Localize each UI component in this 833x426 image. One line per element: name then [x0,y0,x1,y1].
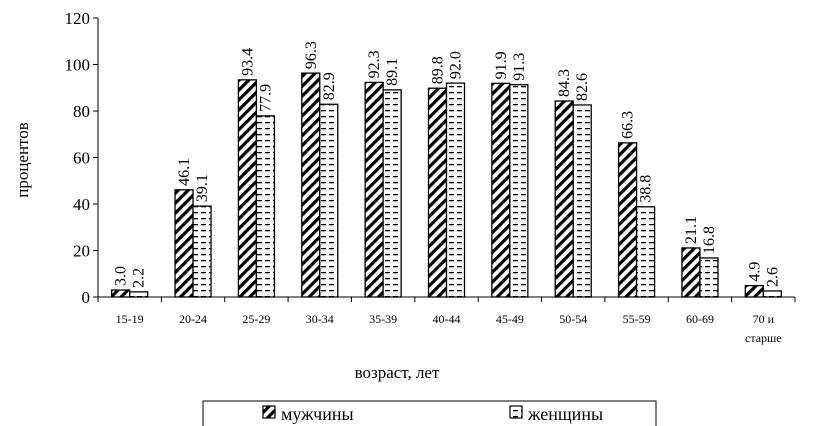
data-label: 82.6 [574,73,591,101]
bar-men [111,289,131,298]
data-label: 2.2 [131,268,148,288]
y-tick-label: 40 [73,195,90,214]
legend-box [202,400,657,426]
bar-men [744,284,764,298]
bar-women [445,82,466,298]
data-label: 77.9 [257,84,274,112]
y-tick-label: 60 [73,149,90,168]
y-tick-label: 80 [73,102,90,121]
bar-men [174,189,194,298]
data-label: 3.0 [113,266,130,286]
data-label: 84.3 [556,69,573,97]
data-label: 91.9 [493,51,510,79]
x-tick-label: 35-39 [369,312,397,326]
y-tick-label: 20 [73,242,90,261]
data-label: 46.1 [176,158,193,186]
x-tick-label: 45-49 [496,312,524,326]
legend-swatch-men [262,405,276,419]
bar-women [509,84,529,298]
data-label: 89.8 [430,56,447,84]
data-label: 2.6 [764,267,781,287]
bar-women [255,115,276,298]
legend-label-women: женщины [527,404,603,424]
bar-women [699,257,719,298]
bar-women [762,290,782,298]
x-tick-label: 55-59 [623,312,651,326]
data-label: 89.1 [384,58,401,86]
bar-men [491,82,511,298]
x-tick-label: 15-19 [116,312,144,326]
data-label: 91.3 [511,53,528,81]
bar-women [192,205,212,298]
bar-women [635,206,656,298]
x-tick-label: 60-69 [686,312,714,326]
data-label: 96.3 [303,41,320,69]
data-label: 92.0 [448,51,465,79]
bar-women [572,104,592,298]
bar-men [554,100,574,298]
legend: мужчины женщины [202,400,657,426]
legend-swatch-women [509,405,523,419]
bar-men [301,72,321,298]
data-label: 21.1 [683,216,700,244]
bar-women [319,103,339,298]
legend-label-men: мужчины [281,404,354,424]
data-label: 38.8 [638,175,655,203]
y-tick-label: 0 [82,288,91,307]
x-tick-label: 30-34 [306,312,334,326]
bar-men [427,87,448,298]
x-tick-label: 25-29 [242,312,270,326]
x-tick-label: 20-24 [179,312,207,326]
bar-men [364,81,384,298]
y-tick-label: 120 [65,9,91,28]
data-label: 16.8 [701,226,718,254]
data-label: 93.4 [239,48,256,76]
bar-men [681,247,701,298]
data-label: 92.3 [366,50,383,78]
bar-women [129,291,149,298]
x-tick-label: 50-54 [559,312,587,326]
bar-women [382,89,402,298]
bar-men [237,79,258,298]
data-label: 66.3 [620,111,637,139]
data-label: 39.1 [194,174,211,202]
bar-men [617,142,638,298]
x-axis-title: возраст, лет [355,363,440,382]
x-tick-label: 70 и старше [745,312,782,345]
data-label: 4.9 [746,262,763,282]
x-tick-label: 40-44 [433,312,461,326]
y-tick-label: 100 [65,56,91,75]
y-axis-title: процентов [13,122,32,198]
data-label: 82.9 [321,72,338,100]
